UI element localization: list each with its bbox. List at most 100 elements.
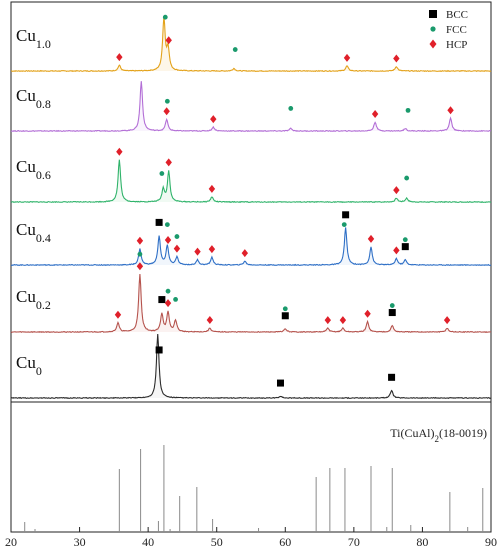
pattern-fill: [11, 274, 491, 333]
pattern-line: [10, 81, 492, 133]
sample-label: Cu0: [16, 353, 42, 378]
hcp-marker: [208, 245, 216, 254]
bcc-marker: [281, 312, 289, 320]
hcp-marker: [164, 299, 172, 308]
sample-label-sub: 0.4: [36, 231, 51, 245]
hcp-marker: [208, 184, 216, 193]
fcc-marker: [389, 303, 395, 308]
plot-frame: [10, 1, 492, 533]
legend-diamond-marker: [429, 39, 437, 49]
fcc-marker: [174, 234, 180, 239]
sample-label-sub: 1.0: [36, 37, 51, 51]
hcp-marker: [393, 54, 400, 63]
fcc-marker: [164, 222, 170, 228]
hcp-marker: [241, 249, 249, 258]
pattern-line: [10, 16, 492, 73]
fcc-marker: [404, 175, 410, 181]
pattern-fill: [11, 81, 491, 132]
sample-label-sub: 0: [36, 364, 42, 378]
hcp-marker: [116, 53, 123, 62]
fcc-marker: [137, 251, 143, 257]
sample-label-main: Cu: [16, 157, 36, 176]
hcp-marker: [324, 316, 331, 325]
sample-label: Cu0.6: [16, 157, 51, 182]
sample-label-main: Cu: [16, 353, 36, 372]
pattern-1-0: Cu1.0: [10, 14, 492, 73]
pattern-0-6: Cu0.6: [10, 147, 492, 204]
x-tick-label: 20: [5, 535, 17, 549]
legend-circle-marker: [430, 26, 436, 32]
hcp-marker: [136, 262, 144, 271]
x-tick-label: 50: [211, 535, 223, 549]
pattern-fill: [11, 227, 491, 266]
hcp-marker: [165, 36, 172, 45]
bcc-marker: [388, 309, 396, 317]
hcp-marker: [210, 115, 217, 124]
hcp-marker: [194, 247, 201, 256]
hcp-marker: [367, 234, 375, 243]
sample-label: Cu0.8: [16, 86, 51, 111]
legend: BCC FCC HCP: [429, 9, 468, 51]
x-tick-label: 80: [416, 535, 428, 549]
fcc-marker: [341, 222, 347, 228]
fcc-marker: [159, 171, 165, 176]
hcp-marker: [173, 244, 181, 253]
pattern-0-2: Cu0.2: [10, 251, 492, 334]
hcp-marker: [371, 110, 379, 119]
sample-label-main: Cu: [16, 26, 36, 45]
reference-label-sub: 2: [435, 434, 440, 444]
pattern-0-4: Cu0.4: [10, 211, 492, 267]
legend-label: FCC: [446, 24, 467, 36]
sample-label: Cu0.4: [16, 220, 51, 245]
reference-label-post: (18-0019): [439, 426, 487, 440]
reference-label: Ti(CuAl)2(18-0019): [390, 426, 487, 444]
pattern-fill: [11, 159, 491, 203]
x-tick-label: 60: [279, 535, 291, 549]
bcc-marker: [158, 296, 166, 304]
hcp-marker: [114, 310, 122, 319]
hcp-marker: [393, 246, 400, 255]
legend-label: HCP: [446, 39, 467, 51]
hcp-marker: [165, 158, 172, 167]
bcc-marker: [155, 346, 163, 354]
hcp-marker: [364, 309, 371, 318]
pattern-line: [10, 274, 492, 334]
sample-label-sub: 0.8: [36, 97, 51, 111]
sample-label-sub: 0.6: [36, 168, 51, 182]
x-axis: 20 30 40 50 60 70 80 90: [5, 527, 497, 549]
pattern-line: [10, 333, 492, 400]
hcp-marker: [164, 235, 172, 244]
legend-square-marker: [429, 10, 437, 18]
hcp-marker: [136, 236, 144, 245]
pattern-line: [10, 159, 492, 204]
hcp-marker: [163, 107, 170, 116]
x-tick-label: 40: [142, 535, 154, 549]
sample-label: Cu0.2: [16, 287, 51, 312]
pattern-line: [10, 227, 492, 267]
hcp-marker: [393, 186, 400, 195]
pattern-0-8: Cu0.8: [10, 81, 492, 133]
bcc-marker: [276, 379, 284, 387]
bcc-marker: [401, 243, 409, 251]
hcp-marker: [443, 316, 451, 325]
fcc-marker: [164, 98, 170, 104]
sample-label-main: Cu: [16, 287, 36, 306]
sample-label-sub: 0.2: [36, 298, 51, 312]
fcc-marker: [282, 306, 288, 312]
reference-label-pre: Ti(CuAl): [390, 426, 434, 440]
sample-label-main: Cu: [16, 86, 36, 105]
fcc-marker: [288, 106, 294, 111]
fcc-marker: [402, 237, 408, 243]
pattern-fill: [11, 333, 491, 399]
hcp-marker: [343, 53, 351, 62]
hcp-marker: [206, 316, 214, 325]
hcp-marker: [447, 106, 454, 115]
x-tick-label: 30: [74, 535, 86, 549]
legend-label: BCC: [446, 9, 468, 21]
hcp-marker: [339, 316, 347, 325]
sample-label: Cu1.0: [16, 26, 51, 51]
sample-label-main: Cu: [16, 220, 36, 239]
fcc-marker: [173, 297, 178, 302]
